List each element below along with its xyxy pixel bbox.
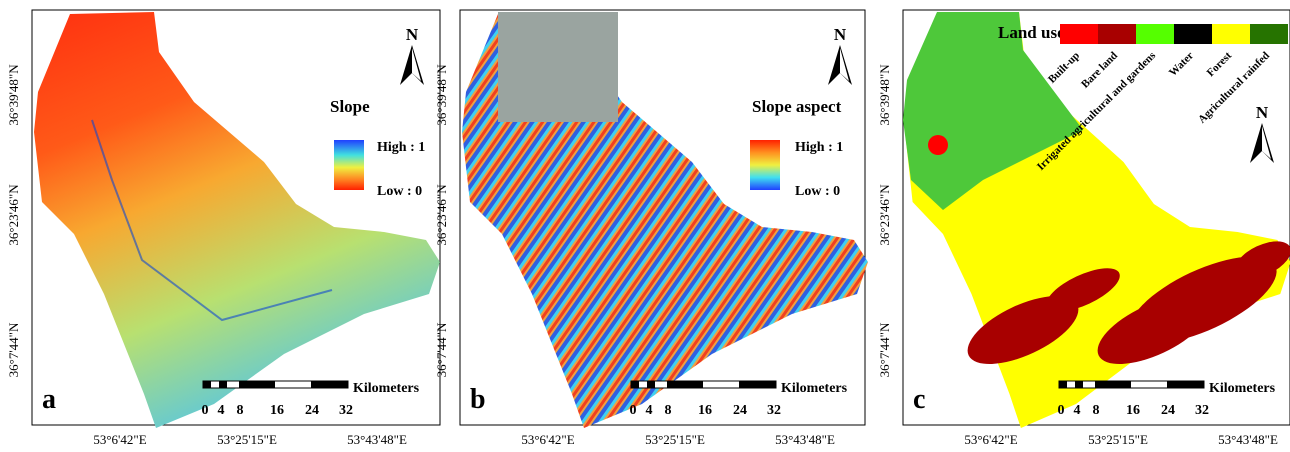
map-panel: 36°39'48"N 36°23'46"N 36°7'44"N 53°6'42"E 53… bbox=[434, 10, 868, 447]
scale-tick: 0 bbox=[202, 403, 209, 418]
legend-title: Slope bbox=[330, 97, 370, 116]
legend-swatch bbox=[1136, 24, 1174, 44]
longitude-label: 53°25'15"E bbox=[645, 432, 705, 447]
latitude-label: 36°39'48"N bbox=[6, 64, 21, 126]
legend-swatch bbox=[1212, 24, 1250, 44]
scale-tick: 0 bbox=[630, 403, 637, 418]
longitude-label: 53°6'42"E bbox=[521, 432, 574, 447]
latitude-label: 36°23'46"N bbox=[434, 184, 449, 246]
latitude-label: 36°7'44"N bbox=[434, 322, 449, 377]
scale-segment bbox=[1167, 381, 1204, 388]
north-label: N bbox=[1256, 103, 1269, 122]
panel-letter: a bbox=[42, 384, 56, 415]
scale-tick: 8 bbox=[237, 403, 244, 418]
legend-swatch bbox=[1250, 24, 1288, 44]
noise-top bbox=[498, 12, 618, 122]
scale-segment bbox=[647, 381, 655, 388]
map-panel: 36°39'48"N 36°23'46"N 36°7'44"N 53°6'42"E 53… bbox=[877, 10, 1290, 447]
panel-letter: b bbox=[470, 384, 486, 415]
longitude-label: 53°43'48"E bbox=[347, 432, 407, 447]
legend-swatch bbox=[1060, 24, 1098, 44]
legend-high: High : 1 bbox=[795, 140, 843, 155]
scale-segment bbox=[1059, 381, 1067, 388]
latitude-label: 36°7'44"N bbox=[877, 322, 892, 377]
latitude-label: 36°23'46"N bbox=[877, 184, 892, 246]
scale-tick: 16 bbox=[698, 403, 712, 418]
scale-unit: Kilometers bbox=[1209, 381, 1276, 396]
scale-tick: 16 bbox=[1126, 403, 1140, 418]
scale-segment bbox=[1095, 381, 1131, 388]
north-label: N bbox=[834, 25, 847, 44]
scale-tick: 32 bbox=[1195, 403, 1209, 418]
scale-segment bbox=[739, 381, 776, 388]
scale-tick: 24 bbox=[305, 403, 319, 418]
longitude-label: 53°6'42"E bbox=[964, 432, 1017, 447]
built-up bbox=[928, 135, 948, 155]
scale-segment bbox=[667, 381, 703, 388]
longitude-label: 53°6'42"E bbox=[93, 432, 146, 447]
scale-tick: 24 bbox=[1161, 403, 1175, 418]
longitude-label: 53°25'15"E bbox=[217, 432, 277, 447]
scale-tick: 4 bbox=[1074, 403, 1081, 418]
legend-low: Low : 0 bbox=[795, 184, 840, 199]
legend-low: Low : 0 bbox=[377, 184, 422, 199]
scale-tick: 0 bbox=[1058, 403, 1065, 418]
scale-segment bbox=[239, 381, 275, 388]
scale-unit: Kilometers bbox=[353, 381, 420, 396]
figure: 36°39'48"N 36°23'46"N 36°7'44"N 53°6'42"E 53… bbox=[0, 0, 1290, 452]
scale-segment bbox=[311, 381, 348, 388]
scale-segment bbox=[1075, 381, 1083, 388]
panel-letter: c bbox=[913, 384, 925, 415]
scale-tick: 4 bbox=[646, 403, 653, 418]
longitude-label: 53°43'48"E bbox=[1218, 432, 1278, 447]
north-label: N bbox=[406, 25, 419, 44]
scale-tick: 32 bbox=[767, 403, 781, 418]
scale-segment bbox=[631, 381, 639, 388]
longitude-label: 53°25'15"E bbox=[1088, 432, 1148, 447]
scale-segment bbox=[219, 381, 227, 388]
scale-tick: 8 bbox=[665, 403, 672, 418]
latitude-label: 36°39'48"N bbox=[877, 64, 892, 126]
color-ramp bbox=[334, 140, 364, 190]
scale-tick: 16 bbox=[270, 403, 284, 418]
color-ramp bbox=[750, 140, 780, 190]
latitude-label: 36°23'46"N bbox=[6, 184, 21, 246]
legend-swatch bbox=[1174, 24, 1212, 44]
map-panel: 36°39'48"N 36°23'46"N 36°7'44"N 53°6'42"E 53… bbox=[6, 10, 440, 447]
legend-title: Land use bbox=[998, 23, 1065, 42]
scale-tick: 4 bbox=[218, 403, 225, 418]
scale-segment bbox=[203, 381, 211, 388]
scale-tick: 8 bbox=[1093, 403, 1100, 418]
legend-title: Slope aspect bbox=[752, 97, 842, 116]
latitude-label: 36°39'48"N bbox=[434, 64, 449, 126]
longitude-label: 53°43'48"E bbox=[775, 432, 835, 447]
scale-tick: 24 bbox=[733, 403, 747, 418]
scale-tick: 32 bbox=[339, 403, 353, 418]
legend-swatch bbox=[1098, 24, 1136, 44]
legend-high: High : 1 bbox=[377, 140, 425, 155]
latitude-label: 36°7'44"N bbox=[6, 322, 21, 377]
scale-unit: Kilometers bbox=[781, 381, 848, 396]
